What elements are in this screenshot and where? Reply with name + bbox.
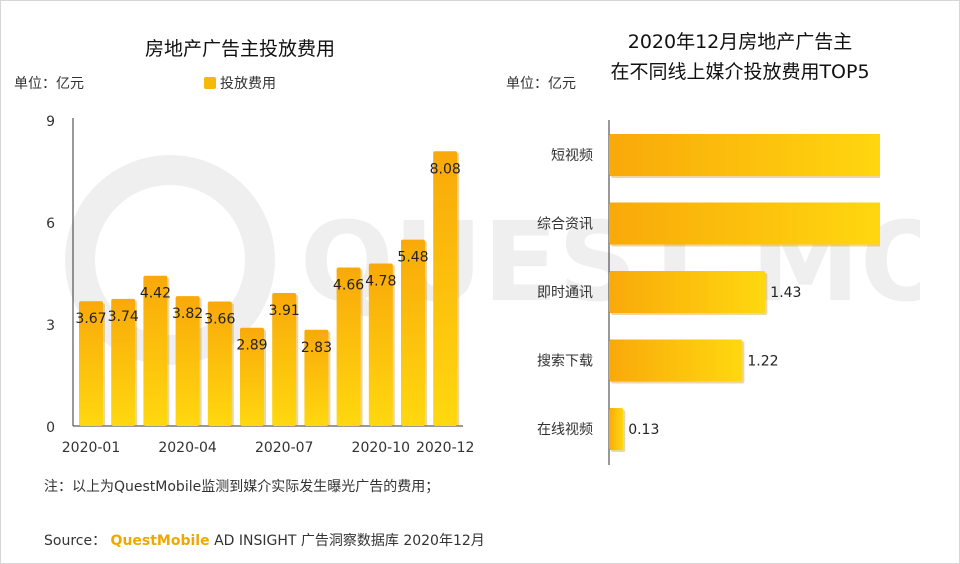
- bar: [336, 267, 361, 426]
- right-chart-title: 2020年12月房地产广告主 在不同线上媒介投放费用TOP5: [580, 27, 900, 87]
- bar: [272, 293, 297, 426]
- hbar: [609, 408, 624, 450]
- bar: [175, 296, 200, 426]
- bar-value-label: 3.74: [108, 309, 139, 325]
- left-y-tick-label: 3: [46, 318, 55, 334]
- left-y-tick-label: 0: [46, 420, 55, 436]
- bar: [368, 263, 393, 426]
- bar: [79, 301, 103, 426]
- source-rest: AD INSIGHT 广告洞察数据库 2020年12月: [214, 533, 485, 549]
- bar-value-label: 2.83: [301, 340, 332, 356]
- bar: [143, 275, 168, 426]
- category-label: 即时通讯: [537, 285, 593, 301]
- bar-value-label: 3.66: [204, 312, 235, 328]
- bar-value-label: 3.82: [172, 306, 203, 322]
- source-line: Source： QuestMobile AD INSIGHT 广告洞察数据库 2…: [44, 530, 485, 550]
- left-y-tick-label: 9: [46, 114, 55, 130]
- bar: [111, 298, 136, 426]
- hbar: [609, 134, 880, 176]
- bar: [401, 239, 425, 426]
- left-chart-unit: 单位：亿元: [14, 76, 84, 92]
- left-chart-legend: 投放费用: [204, 73, 276, 93]
- bar: [304, 329, 329, 426]
- hbar: [609, 271, 766, 313]
- bar-value-label: 5.48: [397, 250, 428, 266]
- x-tick-label: 2020-01: [62, 440, 121, 456]
- bar: [433, 151, 458, 426]
- category-label: 短视频: [551, 148, 593, 164]
- x-tick-label: 2020-12: [416, 440, 475, 456]
- legend-swatch: [204, 77, 216, 89]
- bar-value-label: 4.42: [140, 286, 171, 302]
- footnote: 注：以上为QuestMobile监测到媒介实际发生曝光广告的费用；: [44, 479, 440, 495]
- right-chart-unit: 单位：亿元: [506, 76, 576, 92]
- bar-value-label: 4.78: [365, 273, 396, 289]
- x-tick-label: 2020-04: [158, 440, 217, 456]
- source-prefix: Source：: [44, 533, 107, 549]
- bar-value-label: 3.67: [75, 311, 106, 327]
- bar-value-label: 3.91: [269, 303, 300, 319]
- category-label: 在线视频: [537, 422, 593, 438]
- right-chart-title-line1: 2020年12月房地产广告主: [627, 31, 853, 53]
- hbar: [609, 339, 743, 382]
- category-label: 搜索下载: [537, 353, 593, 370]
- left-y-tick-label: 6: [46, 216, 55, 232]
- right-chart-title-line2: 在不同线上媒介投放费用TOP5: [610, 61, 870, 83]
- category-label: 综合资讯: [537, 217, 593, 233]
- x-tick-label: 2020-10: [352, 440, 411, 456]
- bar-value-label: 2.89: [236, 338, 267, 354]
- left-bar-chart: 03693.672020-013.744.423.822020-043.662.…: [46, 114, 475, 456]
- x-tick-label: 2020-07: [255, 440, 314, 456]
- left-chart-title: 房地产广告主投放费用: [144, 38, 335, 60]
- bar: [240, 327, 264, 426]
- bar-value-label: 8.08: [430, 161, 461, 177]
- hbar-value-label: 1.43: [770, 285, 801, 301]
- hbar-value-label: 0.13: [628, 422, 659, 438]
- bar-value-label: 4.66: [333, 278, 364, 294]
- source-brand: QuestMobile: [110, 533, 210, 549]
- bar: [207, 301, 232, 426]
- hbar: [609, 202, 880, 245]
- hbar-value-label: 1.22: [747, 354, 778, 370]
- legend-label: 投放费用: [220, 76, 276, 92]
